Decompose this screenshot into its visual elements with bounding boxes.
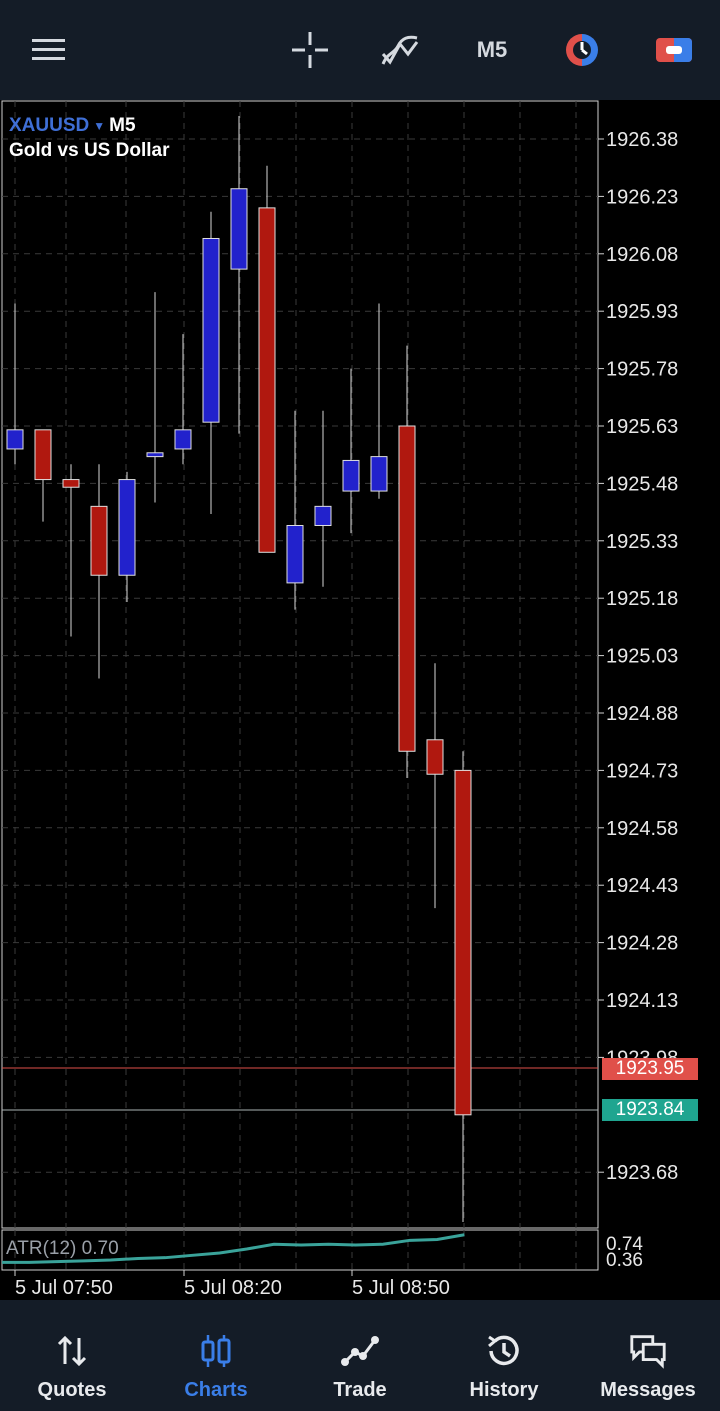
- candle: [62, 464, 80, 637]
- y-axis-tick-label: 1925.18: [606, 588, 678, 610]
- candle-body: [90, 505, 108, 576]
- quotes-icon: [57, 1335, 87, 1367]
- candle-body: [230, 188, 248, 270]
- candle: [174, 334, 192, 465]
- timeframe-button[interactable]: M5: [476, 37, 508, 62]
- candle-body: [258, 207, 276, 553]
- nav-trade-label: Trade: [333, 1379, 387, 1401]
- candle: [454, 751, 472, 1222]
- y-axis-tick-label: 1924.43: [606, 875, 678, 897]
- candle: [370, 303, 388, 499]
- candle: [146, 292, 164, 503]
- y-axis-tick-label: 1924.88: [606, 703, 678, 725]
- candle: [426, 663, 444, 909]
- y-axis-tick-label: 1924.58: [606, 818, 678, 840]
- symbol-description: Gold vs US Dollar: [9, 140, 170, 161]
- nav-charts[interactable]: Charts: [144, 1301, 288, 1411]
- candle-body: [118, 479, 136, 576]
- y-axis-tick-label: 1925.48: [606, 473, 678, 495]
- menu-icon: [32, 39, 65, 60]
- x-axis-tick-label: 5 Jul 07:50: [15, 1277, 113, 1299]
- candle-body: [398, 425, 416, 752]
- candle: [6, 303, 24, 465]
- chevron-down-icon[interactable]: ▼: [93, 119, 106, 133]
- y-axis-tick-label: 1924.73: [606, 760, 678, 782]
- candle-body: [342, 459, 360, 492]
- candle: [286, 410, 304, 610]
- y-axis-tick-label: 1926.23: [606, 186, 678, 208]
- candle-body: [286, 524, 304, 584]
- charts-icon: [201, 1335, 231, 1367]
- plot-frame: [1, 100, 599, 1229]
- y-axis-tick-label: 1925.33: [606, 531, 678, 553]
- candle: [314, 410, 332, 587]
- candle-body: [174, 429, 192, 450]
- nav-messages-label: Messages: [600, 1379, 696, 1401]
- y-axis-tick-label: 1926.08: [606, 244, 678, 266]
- candle: [90, 464, 108, 679]
- atr-axis-bottom-label: 0.36: [606, 1250, 643, 1271]
- candle-body: [62, 479, 80, 488]
- candle-body: [426, 739, 444, 775]
- atr-pane-frame: [1, 1229, 599, 1271]
- candle: [230, 116, 248, 434]
- indicators-icon: [381, 35, 419, 65]
- candle: [118, 471, 136, 603]
- trade-signal-button[interactable]: [558, 26, 606, 74]
- candle-body: [314, 505, 332, 526]
- nav-quotes-label: Quotes: [37, 1379, 107, 1401]
- x-axis-tick-label: 5 Jul 08:20: [184, 1277, 282, 1299]
- candle: [258, 165, 276, 553]
- y-axis-tick-label: 1925.93: [606, 301, 678, 323]
- y-axis-tick-label: 1925.78: [606, 359, 678, 381]
- y-axis-tick-label: 1923.68: [606, 1162, 678, 1184]
- trade-signal-icon: [566, 34, 598, 66]
- y-axis-tick-label: 1926.38: [606, 129, 678, 151]
- candle: [342, 368, 360, 534]
- candle-body: [34, 429, 52, 481]
- atr-indicator-label: ATR(12) 0.70: [6, 1238, 119, 1259]
- symbol-header[interactable]: XAUUSD ▼ M5: [9, 115, 136, 137]
- x-axis-tick-label: 5 Jul 08:50: [352, 1277, 450, 1299]
- candle-body: [454, 769, 472, 1116]
- y-axis-tick-label: 1925.63: [606, 416, 678, 438]
- crosshair-icon: [292, 32, 328, 68]
- bottom-navigation: Quotes Charts Trade: [0, 1301, 720, 1411]
- candle: [34, 429, 52, 522]
- one-click-trading-button[interactable]: [650, 26, 698, 74]
- candle-body: [202, 237, 220, 423]
- messages-icon: [630, 1335, 666, 1369]
- nav-quotes[interactable]: Quotes: [0, 1301, 144, 1411]
- history-icon: [488, 1335, 519, 1366]
- atr-axis-top-label: 0.74: [606, 1234, 643, 1255]
- nav-history-label: History: [469, 1379, 539, 1401]
- crosshair-button[interactable]: [286, 26, 334, 74]
- nav-messages[interactable]: Messages: [576, 1301, 720, 1411]
- top-toolbar: M5: [0, 0, 720, 100]
- indicators-button[interactable]: [376, 26, 424, 74]
- one-click-trading-icon: [656, 38, 692, 62]
- atr-line: [2, 1233, 465, 1264]
- trade-icon: [341, 1336, 379, 1366]
- candle: [398, 345, 416, 779]
- nav-trade[interactable]: Trade: [288, 1301, 432, 1411]
- menu-button[interactable]: [24, 26, 74, 74]
- candle-body: [146, 452, 164, 458]
- y-axis-tick-label: 1924.28: [606, 933, 678, 955]
- candle-body: [6, 429, 24, 450]
- nav-history[interactable]: History: [432, 1301, 576, 1411]
- price-chart[interactable]: 1926.38 1926.23 1926.08 1925.93 1925.78 1925.…: [0, 100, 720, 1300]
- bid-price-tag: 1923.95: [602, 1058, 698, 1080]
- candle: [202, 211, 220, 515]
- ask-price-tag: 1923.84: [602, 1099, 698, 1121]
- chart-area[interactable]: 1926.38 1926.23 1926.08 1925.93 1925.78 1925.…: [0, 100, 720, 1300]
- y-axis-tick-label: 1925.03: [606, 646, 678, 668]
- symbol-timeframe: M5: [109, 115, 136, 136]
- symbol-name[interactable]: XAUUSD: [9, 115, 90, 136]
- nav-charts-label: Charts: [184, 1379, 248, 1401]
- candle-body: [370, 456, 388, 492]
- y-axis-tick-label: 1924.13: [606, 990, 678, 1012]
